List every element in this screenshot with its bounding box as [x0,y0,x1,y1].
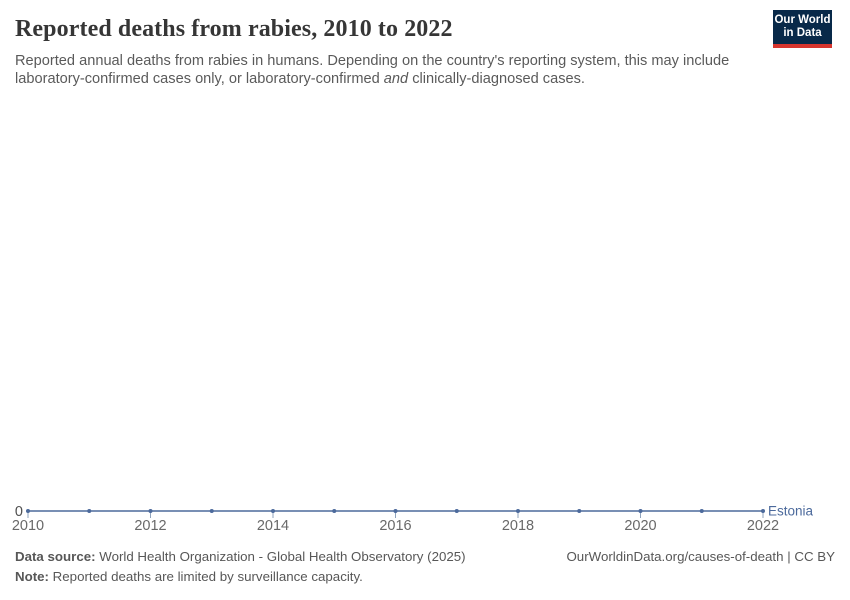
chart-header: Reported deaths from rabies, 2010 to 202… [15,14,835,88]
x-tick-label: 2018 [502,518,534,534]
subtitle-italic-word: and [383,71,409,87]
page-title: Reported deaths from rabies, 2010 to 202… [15,16,453,42]
owid-logo-line2: in Data [783,27,822,39]
data-point [332,509,337,513]
data-point [761,509,765,513]
data-source-label: Data source: [15,549,96,564]
data-point [148,509,153,513]
note-line: Note: Reported deaths are limited by sur… [15,567,835,587]
x-tick-label: 2012 [134,518,166,534]
subtitle-text: Reported annual deaths from rabies in hu… [15,53,730,87]
data-source-line: Data source: World Health Organization -… [15,547,835,567]
data-point [638,509,643,513]
owid-logo-line1: Our World [774,13,831,26]
subtitle-text-end: clinically-diagnosed cases. [408,71,585,87]
data-point [393,509,398,513]
data-point [26,509,30,513]
data-point [271,509,275,513]
data-point [87,509,92,513]
note-text: Reported deaths are limited by surveilla… [48,569,363,584]
y-tick-label: 0 [15,504,23,520]
chart-footer: Data source: World Health Organization -… [15,547,835,587]
x-tick-label: 2016 [379,518,411,534]
data-point [516,509,520,513]
note-label: Note: [15,569,49,584]
x-tick-label: 2010 [12,518,44,534]
data-point [577,509,582,513]
chart-subtitle: Reported annual deaths from rabies in hu… [15,52,757,88]
x-tick-label: 2014 [257,518,289,534]
series-label[interactable]: Estonia [768,504,814,519]
data-point [454,509,459,513]
data-point [699,509,704,513]
owid-logo[interactable]: Our World in Data [773,10,832,48]
data-point [209,509,214,513]
x-tick-label: 2020 [624,518,656,534]
x-tick-label: 2022 [747,518,779,534]
data-source-text: World Health Organization - Global Healt… [95,549,466,564]
owid-url-license[interactable]: OurWorldinData.org/causes-of-death | CC … [566,549,835,564]
